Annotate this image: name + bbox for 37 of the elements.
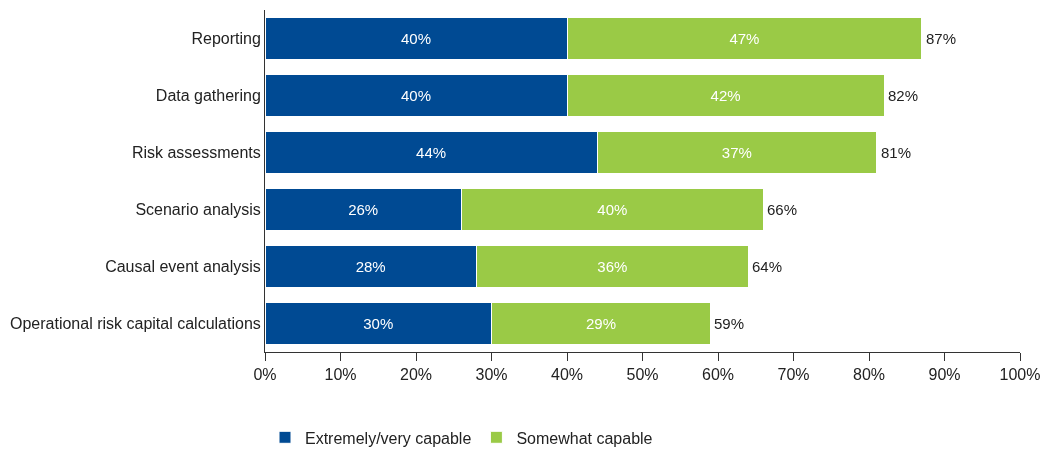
total-label: 59% <box>714 315 745 332</box>
x-tick-label: 100% <box>999 366 1041 384</box>
y-tick-label: Scenario analysis <box>135 201 261 219</box>
data-label: 26% <box>348 201 379 218</box>
total-label: 82% <box>888 87 919 104</box>
data-label: 40% <box>597 201 628 218</box>
x-tick-label: 50% <box>626 366 659 384</box>
data-label: 37% <box>721 144 752 161</box>
x-tick-label: 20% <box>399 366 433 384</box>
data-label: 29% <box>585 315 616 332</box>
data-label: 47% <box>729 30 760 47</box>
y-tick-label: Data gathering <box>155 87 261 105</box>
y-tick-label: Operational risk capital calculations <box>10 315 261 333</box>
data-label: 30% <box>363 315 394 332</box>
x-tick-label: 0% <box>253 366 277 384</box>
total-label: 64% <box>752 258 783 275</box>
data-label: 36% <box>597 258 628 275</box>
y-tick-label: Risk assessments <box>131 144 261 162</box>
x-tick-label: 30% <box>475 366 508 384</box>
total-label: 81% <box>881 144 912 161</box>
legend-label: Extremely/very capable <box>305 429 472 447</box>
data-label: 28% <box>355 258 386 275</box>
y-tick-label: Reporting <box>191 30 261 48</box>
data-label: 42% <box>710 87 741 104</box>
total-label: 87% <box>926 30 957 47</box>
x-tick-label: 60% <box>701 366 735 384</box>
data-label: 40% <box>400 30 432 47</box>
x-tick-label: 90% <box>928 366 961 384</box>
legend-label: Somewhat capable <box>516 429 653 447</box>
total-label: 66% <box>767 201 798 218</box>
data-label: 40% <box>400 87 432 104</box>
x-tick-label: 70% <box>777 366 810 384</box>
y-tick-label: Causal event analysis <box>105 258 261 276</box>
x-tick-label: 80% <box>852 366 886 384</box>
x-tick-label: 10% <box>324 366 357 384</box>
x-tick-label: 40% <box>550 366 584 384</box>
data-label: 44% <box>416 144 447 161</box>
